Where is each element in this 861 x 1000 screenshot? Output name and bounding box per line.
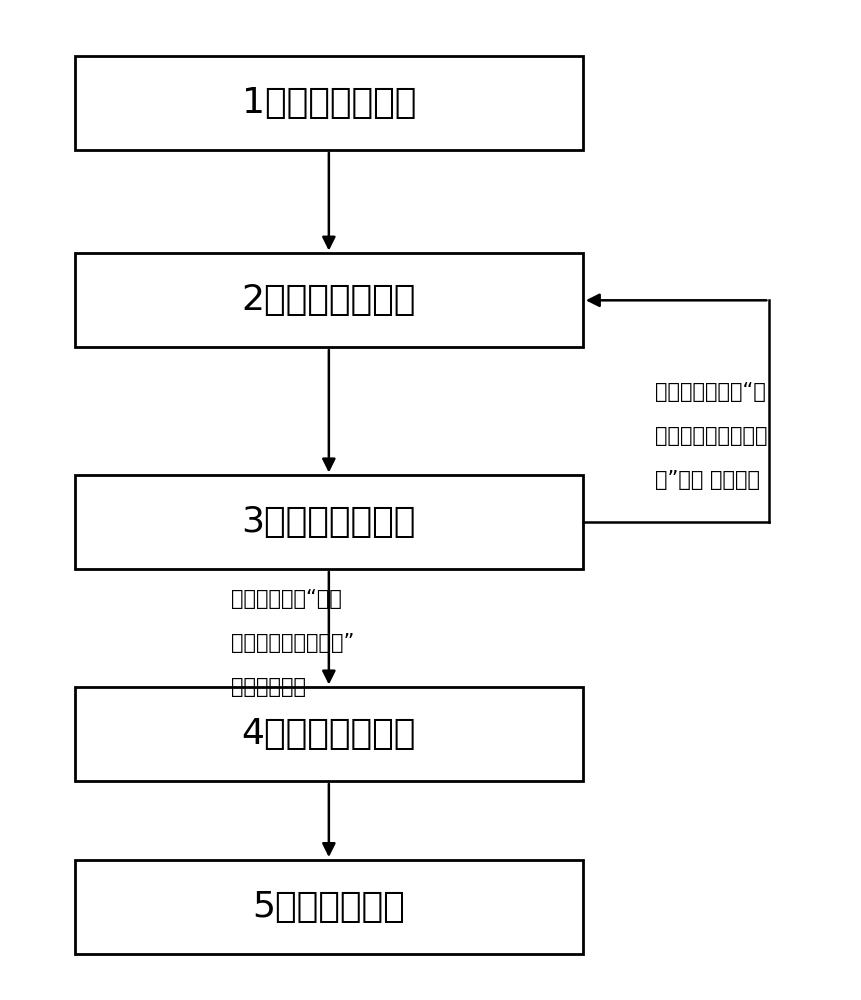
Text: 时，停止试验: 时，停止试验 bbox=[232, 677, 307, 697]
Text: 出现肉眼可见的微裂: 出现肉眼可见的微裂 bbox=[655, 426, 767, 446]
Text: 现肉眼可见的微裂纹”: 现肉眼可见的微裂纹” bbox=[232, 633, 355, 653]
Text: 3、判定有效试样: 3、判定有效试样 bbox=[242, 505, 416, 539]
FancyBboxPatch shape bbox=[75, 56, 583, 150]
Text: 满足外径边缘“仅出: 满足外径边缘“仅出 bbox=[232, 589, 343, 609]
FancyBboxPatch shape bbox=[75, 253, 583, 347]
Text: 纹”时， 重新试验: 纹”时， 重新试验 bbox=[655, 470, 760, 490]
Text: 2、固定行程加载: 2、固定行程加载 bbox=[242, 283, 416, 317]
Text: 不满足外径边缘“仅: 不满足外径边缘“仅 bbox=[655, 382, 765, 402]
FancyBboxPatch shape bbox=[75, 860, 583, 954]
FancyBboxPatch shape bbox=[75, 687, 583, 781]
FancyBboxPatch shape bbox=[75, 475, 583, 569]
Text: 4、记录试验数据: 4、记录试验数据 bbox=[242, 717, 416, 751]
Text: 5、计算扩孔率: 5、计算扩孔率 bbox=[252, 890, 406, 924]
Text: 1、制备扩孔试样: 1、制备扩孔试样 bbox=[242, 86, 416, 120]
